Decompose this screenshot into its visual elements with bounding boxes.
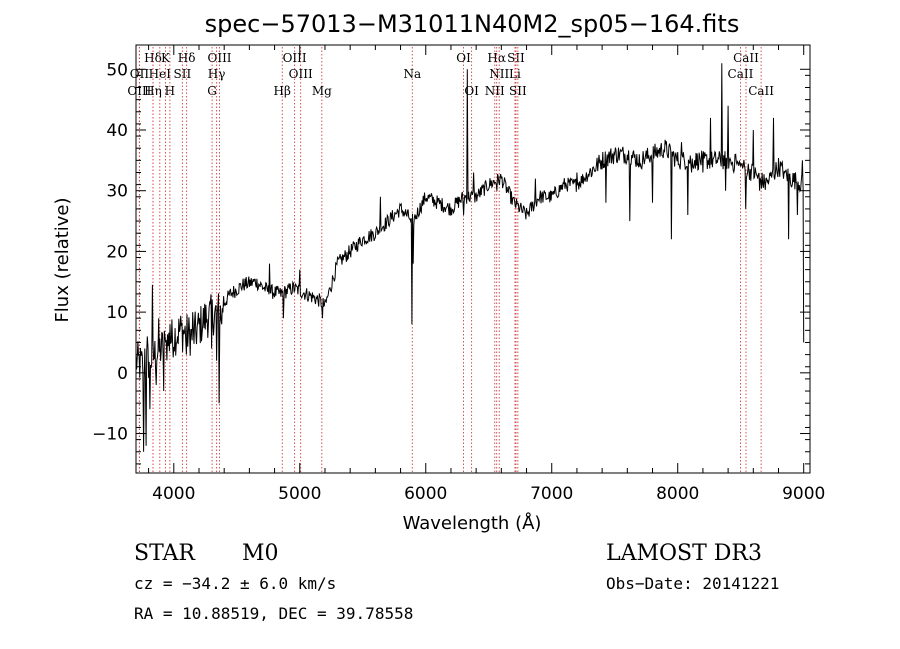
axis-ticks — [136, 45, 810, 473]
object-class: STAR — [134, 541, 196, 566]
spectral-line-label: SII — [507, 51, 525, 65]
spectral-line-label: Hη — [144, 84, 162, 98]
y-tick-label: 30 — [106, 182, 128, 202]
spectral-line-label: Hα — [487, 51, 506, 65]
spectral-line-label: CaII — [728, 67, 754, 81]
spectral-line-label: NII — [489, 67, 509, 81]
plot-frame — [135, 44, 811, 474]
spectral-line-label: OIII — [207, 51, 231, 65]
spectral-line-label: OII — [130, 67, 150, 81]
spectral-line-label: G — [207, 84, 217, 98]
x-tick-label: 6000 — [404, 484, 447, 504]
spectrum-line — [135, 63, 805, 452]
spectral-line-label: OIII — [127, 84, 151, 98]
x-tick-label: 8000 — [656, 484, 699, 504]
spectral-line-label: OI — [456, 51, 471, 65]
object-subclass: M0 — [242, 541, 279, 566]
spectral-line-label: Hδ — [178, 51, 196, 65]
x-tick-label: 4000 — [152, 484, 195, 504]
x-tick-label: 5000 — [278, 484, 321, 504]
x-axis-label: Wavelength (Å) — [403, 512, 542, 534]
x-tick-labels: 4000 5000 6000 7000 8000 9000 — [152, 484, 825, 504]
y-tick-labels: −10 0 10 20 30 40 50 — [92, 60, 128, 444]
survey-label: LAMOST DR3 — [606, 541, 762, 566]
spectral-line-label: Li — [509, 67, 521, 81]
spectral-line-label: SII — [174, 67, 192, 81]
spectral-line-label: CaII — [748, 84, 774, 98]
y-tick-label: 0 — [117, 364, 128, 384]
y-tick-label: −10 — [92, 425, 128, 445]
y-tick-label: 10 — [106, 303, 128, 323]
spectral-line-label: Na — [403, 67, 421, 81]
spectral-line-label: Hβ — [274, 84, 291, 98]
coords-text: RA = 10.88519, DEC = 39.78558 — [134, 604, 413, 623]
y-tick-label: 40 — [106, 121, 128, 141]
spectral-line-label: OIII — [283, 51, 307, 65]
spectral-line-label: NII — [485, 84, 505, 98]
spectral-line-label: Mg — [312, 84, 332, 98]
obs-date-text: Obs−Date: 20141221 — [606, 574, 779, 593]
y-tick-label: 50 — [106, 60, 128, 80]
spectral-line-label: OIII — [289, 67, 313, 81]
spectral-line-label: H — [165, 84, 175, 98]
spectral-line-label: CaII — [733, 51, 759, 65]
x-tick-label: 9000 — [782, 484, 825, 504]
spectral-line-label: HeI — [149, 67, 172, 81]
spectral-line-label: OI — [464, 84, 479, 98]
chart-title: spec−57013−M31011N40M2_sp05−164.fits — [205, 10, 740, 38]
velocity-text: cz = −34.2 ± 6.0 km/s — [134, 574, 336, 593]
x-tick-label: 7000 — [530, 484, 573, 504]
spectral-line-label: SII — [509, 84, 527, 98]
spectral-line-label: Hγ — [208, 67, 226, 81]
y-tick-label: 20 — [106, 242, 128, 262]
y-axis-label: Flux (relative) — [52, 197, 73, 322]
spectral-line-label: K — [161, 51, 171, 65]
